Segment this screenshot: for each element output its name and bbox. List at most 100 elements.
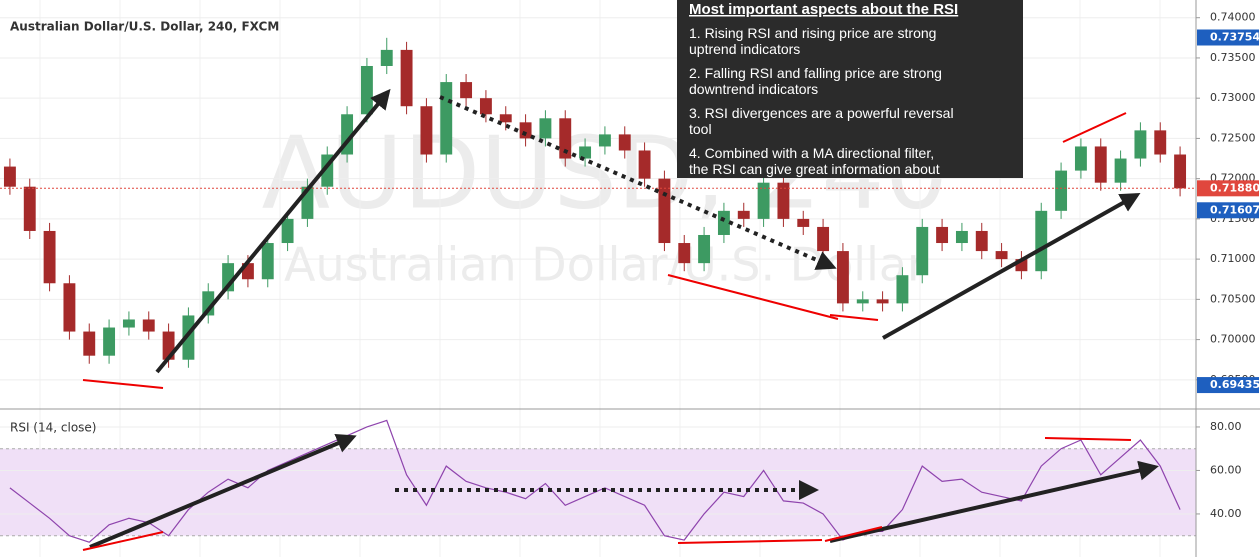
chart-title: Australian Dollar/U.S. Dollar, 240, FXCM <box>10 20 279 34</box>
trend-arrow <box>155 88 391 374</box>
candle-body <box>955 230 968 244</box>
candle-body <box>83 331 96 356</box>
candle-body <box>737 210 750 219</box>
candle-body <box>1174 154 1187 189</box>
candle-body <box>301 186 314 219</box>
candle-body <box>1154 130 1167 155</box>
candle-body <box>936 226 949 244</box>
y-tick-label: 0.72500 <box>1210 131 1256 144</box>
candle-body <box>400 49 413 107</box>
candle-body <box>658 178 671 244</box>
candle-body <box>241 263 254 280</box>
note-background <box>677 0 1023 178</box>
candle-body <box>23 186 36 231</box>
price-marker <box>1197 377 1259 394</box>
candle-body <box>222 263 235 292</box>
candle-body <box>678 243 691 264</box>
candle-body <box>63 283 76 332</box>
candle-body <box>499 114 512 123</box>
note-list: 1. Rising RSI and rising price are stron… <box>689 25 954 193</box>
candle-body <box>122 319 135 328</box>
candle-body <box>717 210 730 235</box>
candle-body <box>380 49 393 66</box>
candle-body <box>321 154 334 187</box>
price-axis: 0.695000.700000.705000.710000.715000.720… <box>1196 11 1260 520</box>
candle-body <box>1094 146 1107 183</box>
divergence-line <box>82 379 164 389</box>
candle-body <box>1035 210 1048 272</box>
divergence-line <box>824 526 883 542</box>
y-tick-label: 0.70500 <box>1210 292 1256 305</box>
candle-body <box>460 82 473 99</box>
note-item: 1. Rising RSI and rising price are stron… <box>689 25 936 57</box>
candle-body <box>1134 130 1147 159</box>
candle-body <box>618 134 631 151</box>
candle-body <box>103 327 116 356</box>
trend-arrow <box>829 460 1159 543</box>
price-marker-label: 0.73754 <box>1210 31 1260 44</box>
divergence-line <box>667 274 839 320</box>
rsi-title: RSI (14, close) <box>10 421 96 435</box>
note-item: 2. Falling RSI and falling price are str… <box>689 65 942 97</box>
grid <box>0 0 1196 557</box>
rsi-line <box>9 419 1181 543</box>
y-tick-label: 60.00 <box>1210 463 1242 476</box>
candle-body <box>341 114 354 155</box>
divergence-line <box>1044 437 1132 441</box>
candle-body <box>182 315 195 360</box>
candle-body <box>1055 170 1068 211</box>
trend-arrow <box>882 193 1141 340</box>
y-tick-label: 0.73500 <box>1210 51 1256 64</box>
price-marker <box>1197 29 1259 46</box>
trend-arrow <box>89 433 357 549</box>
rsi-band <box>0 448 1196 536</box>
candle-body <box>757 182 770 219</box>
candle-body <box>519 122 532 139</box>
note-item: 4. Combined with a MA directional filter… <box>689 145 940 193</box>
annotations <box>82 88 1159 551</box>
divergence-line <box>82 531 164 551</box>
candle-body <box>559 118 572 159</box>
candle-body <box>817 226 830 252</box>
y-tick-label: 80.00 <box>1210 420 1242 433</box>
candle-body <box>142 319 155 332</box>
candle-body <box>3 166 16 187</box>
candle-body <box>698 234 711 264</box>
candle-body <box>420 106 433 155</box>
candle-body <box>360 65 373 115</box>
price-marker-label: 0.71607 <box>1210 203 1260 216</box>
candle-body <box>638 150 651 179</box>
price-marker-label: 0.71880 <box>1210 181 1260 194</box>
candle-body <box>1015 259 1028 272</box>
candle-body <box>856 299 869 304</box>
y-tick-label: 0.70000 <box>1210 333 1256 346</box>
note-item: 3. RSI divergences are a powerful revers… <box>689 105 954 137</box>
candle-body <box>281 218 294 244</box>
divergence-line <box>677 539 823 544</box>
y-tick-label: 0.71000 <box>1210 252 1256 265</box>
price-marker <box>1197 180 1259 197</box>
candle-body <box>598 134 611 147</box>
candle-body <box>202 291 215 316</box>
candle-body <box>896 275 909 304</box>
candle-body <box>975 230 988 252</box>
candle-body <box>1114 158 1127 183</box>
candle-body <box>162 331 175 360</box>
candle-body <box>995 251 1008 260</box>
divergence-line <box>1062 112 1127 143</box>
marks <box>0 37 1196 543</box>
candle-body <box>579 146 592 159</box>
divergence-line <box>829 314 879 321</box>
note-title: Most important aspects about the RSI <box>689 1 958 18</box>
candle-body <box>479 98 492 115</box>
candle-body <box>777 182 790 219</box>
candle-body <box>539 118 552 139</box>
price-marker-label: 0.69435 <box>1210 378 1260 391</box>
candle-body <box>797 218 810 227</box>
y-tick-label: 0.73000 <box>1210 91 1256 104</box>
price-marker <box>1197 202 1259 219</box>
candle-body <box>876 299 889 304</box>
candle-body <box>261 243 274 280</box>
